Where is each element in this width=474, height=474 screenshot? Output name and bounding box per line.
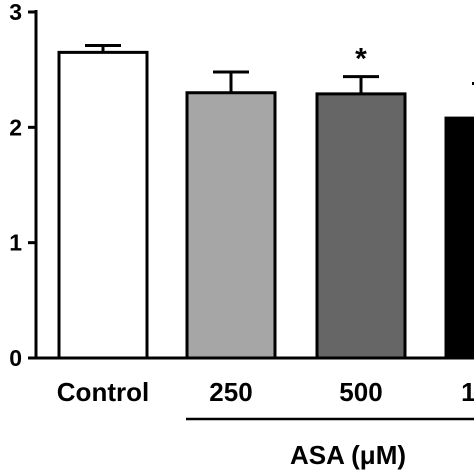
category-label: 250 [209,377,252,407]
group-label: ASA (μM) [290,440,406,470]
category-label: 500 [339,377,382,407]
y-tick-label: 2 [9,114,22,140]
bars [57,43,474,360]
category-label: 1000 [461,377,474,407]
bar-control [57,50,149,360]
category-label: Control [57,377,149,407]
bar-500 [315,92,407,360]
bar-1000 [444,116,474,360]
y-tick-label: 3 [9,0,22,25]
bar-250 [185,91,277,360]
y-tick-label: 0 [9,345,22,371]
y-tick-label: 1 [9,230,22,256]
labels: Control 250 500 * 1000 ASA (μM) [57,43,474,470]
significance-marker: * [355,43,367,76]
